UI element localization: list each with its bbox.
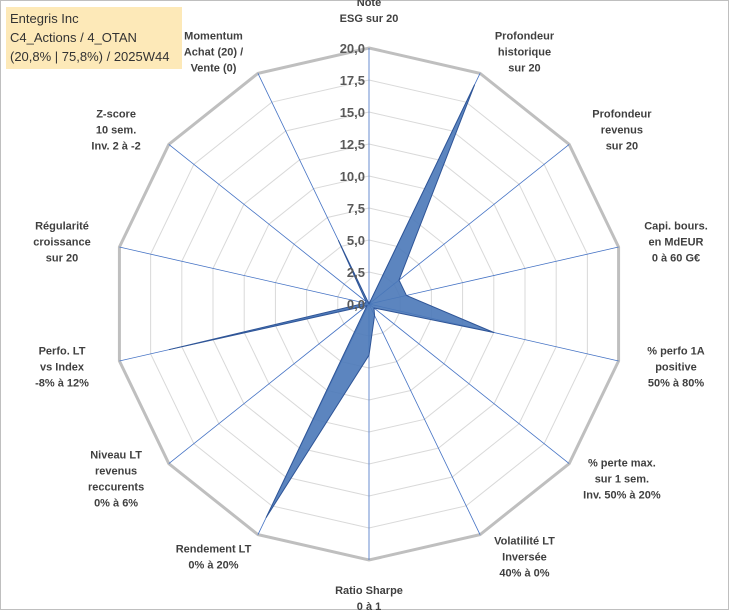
tick-label: 5,0 <box>347 233 365 248</box>
radar-spoke <box>119 246 370 305</box>
radar-spoke <box>368 246 619 305</box>
radar-spoke <box>368 144 570 305</box>
tick-label: 0,0 <box>347 297 365 312</box>
category-label: Capi. bours. en MdEUR 0 à 60 G€ <box>644 221 708 265</box>
category-label: Régularité croissance sur 20 <box>33 221 90 265</box>
radar-category-labels: Note ESG sur 20 Profondeur historique sur 20… <box>33 0 707 610</box>
category-label: Niveau LT revenus reccurents 0% à 6% <box>88 450 144 510</box>
category-label: Note ESG sur 20 <box>340 0 399 25</box>
radar-spoke <box>368 303 481 535</box>
tick-label: 7,5 <box>347 201 365 216</box>
category-label: % perte max. sur 1 sem. Inv. 50% à 20% <box>583 458 661 502</box>
tick-label: 10,0 <box>340 169 365 184</box>
series-area <box>168 84 495 518</box>
tick-label: 20,0 <box>340 41 365 56</box>
chart-title-box: Entegris Inc C4_Actions / 4_OTAN (20,8% … <box>6 7 182 69</box>
category-label: Rendement LT 0% à 20% <box>176 543 252 571</box>
category-label: Ratio Sharpe 0 à 1 <box>335 585 403 610</box>
category-label: Profondeur historique sur 20 <box>495 31 555 75</box>
tick-label: 2,5 <box>347 265 365 280</box>
category-label: Z-score 10 sem. Inv. 2 à -2 <box>91 108 140 152</box>
stats-line: (20,8% | 75,8%) / 2025W44 <box>10 49 170 64</box>
tick-label: 17,5 <box>340 73 365 88</box>
category-label: Profondeur revenus sur 20 <box>592 108 652 152</box>
radar-spoke <box>168 144 370 305</box>
category-label: % perfo 1A positive 50% à 80% <box>647 345 705 389</box>
radar-series <box>168 84 495 518</box>
radar-tick-labels: 0,0 2,5 5,0 7,5 10,0 12,5 15,0 17,5 20,0 <box>340 41 365 312</box>
company-name: Entegris Inc <box>10 11 79 26</box>
category-label: Perfo. LT vs Index -8% à 12% <box>35 345 89 389</box>
category-label: Volatilité LT Inversée 40% à 0% <box>494 535 555 579</box>
tick-label: 15,0 <box>340 105 365 120</box>
radar-spoke <box>168 303 370 464</box>
category-label: Momentum Achat (20) / Vente (0) <box>184 31 243 75</box>
category-path: C4_Actions / 4_OTAN <box>10 30 137 45</box>
tick-label: 12,5 <box>340 137 365 152</box>
radar-spoke <box>368 303 570 464</box>
